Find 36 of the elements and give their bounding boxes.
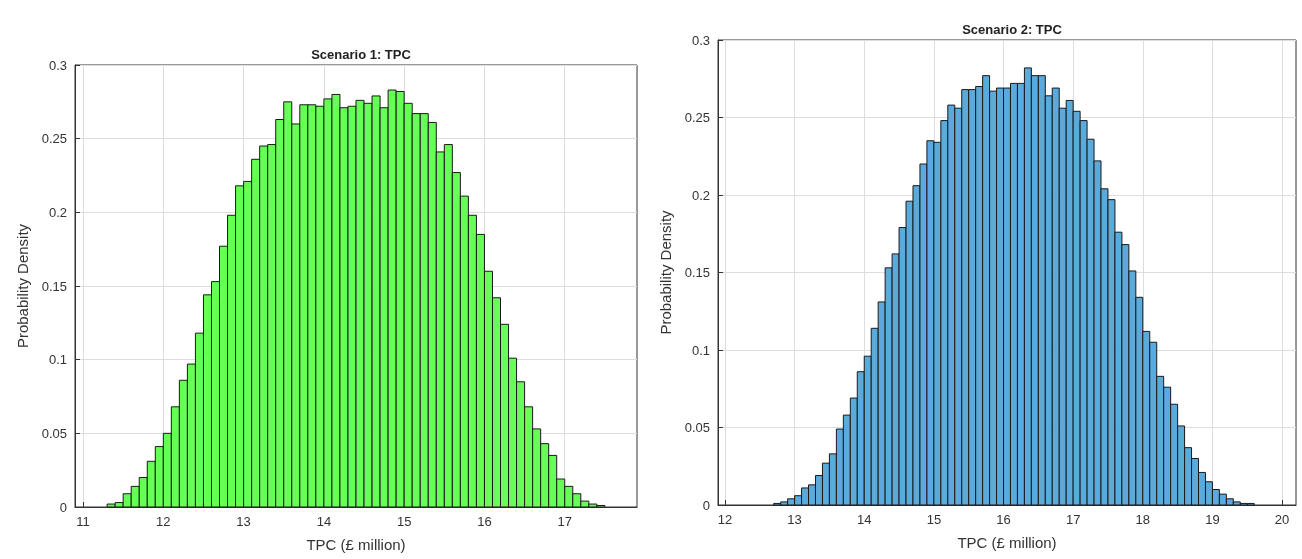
x-tick-label: 16 — [996, 512, 1011, 527]
y-tick-label: 0.05 — [41, 425, 67, 441]
x-axis-title: TPC (£ million) — [957, 534, 1057, 551]
x-tick-label: 20 — [1274, 512, 1290, 527]
y-tick-label: 0 — [59, 499, 67, 515]
y-tick-label: 0.2 — [48, 204, 67, 220]
x-tick-label: 12 — [717, 512, 733, 527]
y-tick-label: 0 — [702, 497, 710, 513]
y-tick-label: 0.25 — [41, 131, 67, 147]
x-tick-label: 15 — [926, 512, 942, 527]
x-axis-title: TPC (£ million) — [306, 536, 406, 553]
x-tick-label: 13 — [787, 512, 802, 527]
x-tick-label: 16 — [477, 514, 492, 529]
y-tick-label: 0.1 — [691, 342, 710, 358]
y-axis-title: Probability Density — [14, 223, 31, 349]
x-tick-label: 15 — [396, 514, 412, 529]
x-tick-label: 14 — [857, 512, 872, 527]
y-tick-label: 0.05 — [684, 420, 710, 435]
chart-title: Scenario 2: TPC — [962, 22, 1063, 37]
x-tick-label: 11 — [76, 514, 90, 529]
y-tick-label: 0.15 — [41, 278, 67, 294]
chart-title: Scenario 1: TPC — [311, 47, 412, 62]
y-tick-label: 0.25 — [684, 110, 710, 125]
y-axis-title: Probability Density — [657, 209, 674, 335]
y-tick-label: 0.2 — [691, 187, 710, 203]
x-tick-label: 19 — [1205, 512, 1220, 527]
y-tick-label: 0.3 — [48, 57, 67, 73]
x-tick-label: 18 — [1135, 512, 1151, 527]
y-tick-label: 0.1 — [48, 352, 67, 368]
x-tick-label: 12 — [156, 514, 171, 529]
x-tick-label: 14 — [316, 514, 332, 529]
y-tick-label: 0.15 — [684, 265, 710, 280]
y-tick-label: 0.3 — [691, 32, 710, 48]
x-tick-label: 17 — [557, 514, 572, 529]
x-tick-label: 17 — [1065, 512, 1081, 527]
x-tick-label: 13 — [236, 514, 251, 529]
